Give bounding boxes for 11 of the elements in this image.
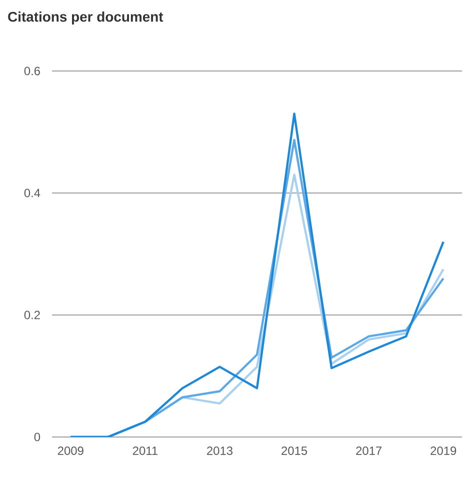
- y-tick-label: 0.2: [24, 310, 40, 320]
- chart-title: Citations per document: [8, 11, 164, 24]
- x-tick-label: 2009: [58, 446, 84, 455]
- x-tick-label: 2019: [430, 446, 456, 455]
- x-tick-label: 2015: [282, 446, 308, 455]
- x-tick-label: 2011: [132, 446, 158, 455]
- y-tick-label: 0.6: [24, 66, 40, 76]
- y-tick-label: 0: [34, 432, 40, 442]
- x-tick-label: 2013: [207, 446, 232, 455]
- y-tick-label: 0.4: [24, 188, 40, 198]
- x-tick-label: 2017: [356, 446, 382, 455]
